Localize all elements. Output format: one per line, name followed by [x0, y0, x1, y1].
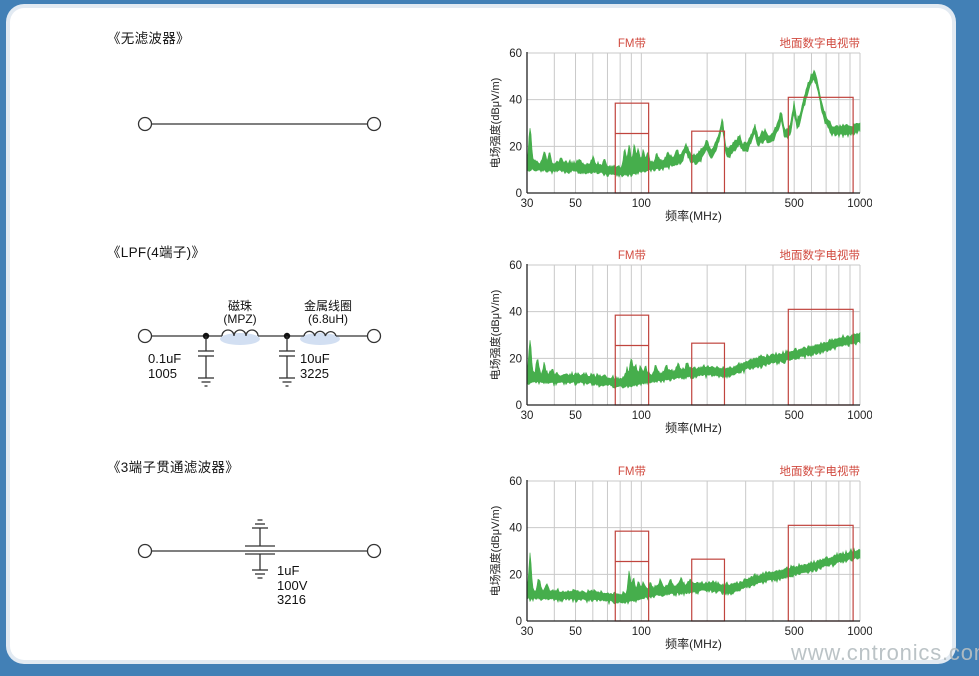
coil-name-label: 金属线圈 [304, 298, 352, 313]
noise-trace [526, 332, 861, 389]
x-tick-label: 1000 [847, 410, 872, 422]
x-tick-label: 100 [632, 410, 651, 422]
tv-band-label: 地面数字电视带 [780, 248, 861, 262]
y-tick-label: 0 [516, 616, 522, 628]
x-tick-label: 30 [521, 626, 534, 638]
y-tick-label: 20 [509, 353, 522, 365]
cap2-size-label: 3225 [300, 366, 329, 381]
y-axis-title: 电场强度(dBμV/m) [488, 506, 502, 597]
y-axis-title: 电场强度(dBμV/m) [488, 290, 502, 381]
emi-chart-feedthrough: 30 50 100 500 1000 0 20 40 60 频率(MHz) 电场强度(dBμV/m)… [488, 464, 872, 651]
fm-band-label: FM带 [618, 37, 646, 50]
x-axis-title: 频率(MHz) [665, 636, 722, 651]
y-tick-label: 40 [509, 95, 522, 107]
circuit-diagram-feedthrough: 1uF 100V 3216 [137, 519, 382, 607]
x-tick-label: 100 [632, 626, 651, 638]
section-title-no-filter: 《无滤波器》 [107, 31, 190, 46]
x-tick-label: 100 [632, 198, 651, 210]
cap-value-label: 1uF [277, 563, 299, 578]
terminal-left [137, 543, 153, 559]
noise-trace [526, 69, 861, 178]
y-tick-label: 60 [509, 48, 522, 60]
terminal-left [137, 116, 153, 132]
x-tick-label: 500 [785, 626, 804, 638]
section-title-feedthrough: 《3端子贯通滤波器》 [107, 460, 240, 475]
noise-trace [526, 547, 861, 605]
terminal-right [366, 116, 382, 132]
bead-part-label: (MPZ) [223, 312, 256, 326]
y-tick-label: 60 [509, 476, 522, 488]
y-tick-label: 60 [509, 260, 522, 272]
y-axis-title: 电场强度(dBμV/m) [488, 78, 502, 169]
x-axis-title: 频率(MHz) [665, 420, 722, 435]
x-tick-label: 500 [785, 410, 804, 422]
coil-highlight [300, 333, 340, 345]
circuit-diagram-lpf: 磁珠 (MPZ) 金属线圈 (6.8uH) 0.1uF 1005 10uF 32… [137, 298, 382, 387]
y-tick-label: 40 [509, 307, 522, 319]
x-tick-label: 30 [521, 198, 534, 210]
terminal-right [366, 328, 382, 344]
fm-band-label: FM带 [618, 249, 646, 262]
x-tick-label: 50 [569, 198, 582, 210]
emi-chart-lpf: 30 50 100 500 1000 0 20 40 60 频率(MHz) 电场强度(dBμV/m)… [488, 248, 872, 435]
x-axis-title: 频率(MHz) [665, 208, 722, 223]
x-tick-label: 1000 [847, 626, 872, 638]
x-tick-label: 500 [785, 198, 804, 210]
y-tick-label: 20 [509, 141, 522, 153]
bead-name-label: 磁珠 [228, 298, 252, 313]
ferrite-bead-symbol [221, 329, 259, 337]
tv-band-label: 地面数字电视带 [780, 464, 861, 478]
tv-band-box [787, 96, 854, 194]
fm-band-label: FM带 [618, 465, 646, 478]
coil-highlight [220, 333, 260, 345]
emi-chart-no-filter: 30 50 100 500 1000 0 20 40 60 频率(MHz) 电场强度(dBμV/m)… [488, 36, 872, 223]
x-tick-label: 50 [569, 410, 582, 422]
tv-band-label: 地面数字电视带 [780, 36, 861, 50]
cap-voltage-label: 100V [277, 578, 308, 593]
y-tick-label: 0 [516, 188, 522, 200]
x-tick-label: 50 [569, 626, 582, 638]
y-tick-label: 20 [509, 569, 522, 581]
coil-part-label: (6.8uH) [308, 312, 348, 326]
watermark: www.cntronics.com [791, 640, 979, 665]
y-tick-label: 40 [509, 523, 522, 535]
cap1-size-label: 1005 [148, 366, 177, 381]
terminal-left [137, 328, 153, 344]
cap-size-label: 3216 [277, 592, 306, 607]
circuit-diagram-no-filter [137, 116, 382, 132]
inductor-symbol [303, 330, 337, 337]
section-title-lpf: 《LPF(4端子)》 [107, 245, 206, 260]
x-tick-label: 30 [521, 410, 534, 422]
x-tick-label: 1000 [847, 198, 872, 210]
cap1-value-label: 0.1uF [148, 351, 181, 366]
terminal-right [366, 543, 382, 559]
cap2-value-label: 10uF [300, 351, 330, 366]
y-tick-label: 0 [516, 400, 522, 412]
